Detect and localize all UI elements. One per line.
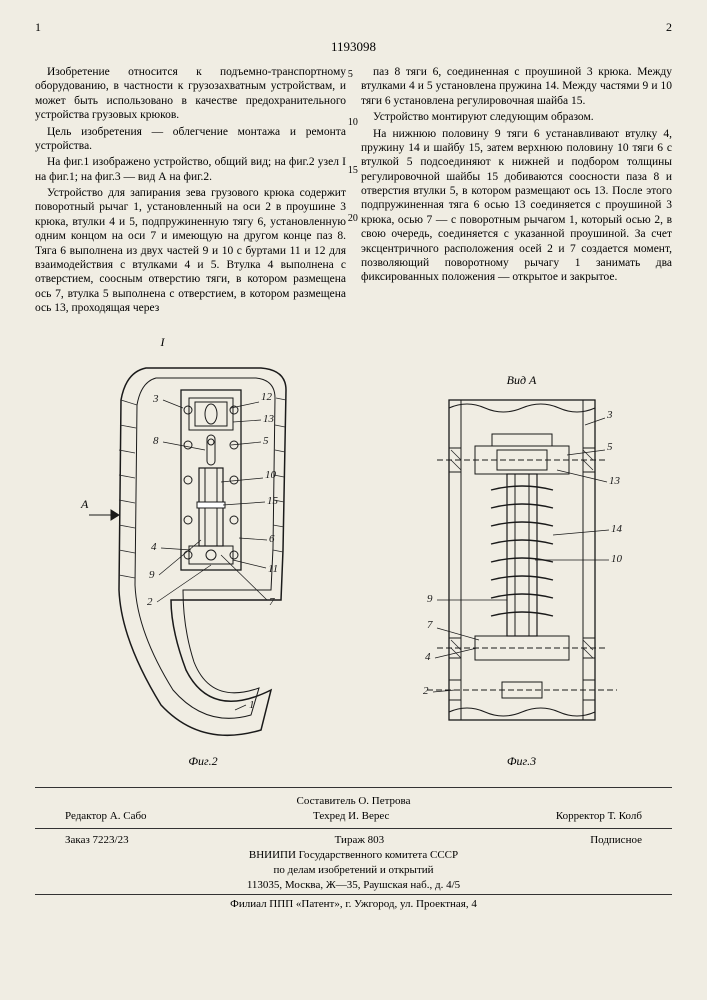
svg-text:5: 5 (607, 441, 613, 453)
footer: Составитель О. Петрова Редактор А. Сабо … (35, 787, 672, 912)
footer-addr2: Филиал ППП «Патент», г. Ужгород, ул. Про… (35, 894, 672, 912)
paragraph: Изобретение относится к подъемно-транспо… (35, 65, 346, 123)
svg-text:5: 5 (263, 435, 269, 447)
paragraph: На фиг.1 изображено устройство, общий ви… (35, 155, 346, 184)
svg-text:2: 2 (147, 596, 153, 608)
document-number: 1193098 (35, 39, 672, 55)
line-number-marks: 5 10 15 20 (348, 70, 358, 224)
footer-tirage: Тираж 803 (335, 833, 385, 848)
svg-text:9: 9 (149, 569, 155, 581)
figure-2: I (71, 335, 336, 769)
figure-2-svg: 3 8 4 9 2 12 13 5 10 15 6 11 7 1 (71, 350, 336, 750)
svg-text:7: 7 (269, 596, 275, 608)
footer-editor: Редактор А. Сабо (65, 809, 147, 824)
page-num-right: 2 (666, 20, 672, 35)
footer-compiler: Составитель О. Петрова (35, 794, 672, 809)
svg-text:9: 9 (427, 593, 433, 605)
svg-text:15: 15 (267, 495, 279, 507)
svg-text:1: 1 (249, 699, 255, 711)
svg-text:13: 13 (263, 413, 275, 425)
footer-techred: Техред И. Верес (313, 809, 389, 824)
svg-text:13: 13 (609, 475, 621, 487)
svg-text:14: 14 (611, 523, 623, 535)
footer-org1: ВНИИПИ Государственного комитета СССР (35, 848, 672, 863)
svg-text:А: А (80, 497, 89, 511)
svg-text:7: 7 (427, 619, 433, 631)
svg-text:3: 3 (152, 393, 159, 405)
svg-text:10: 10 (265, 469, 277, 481)
footer-order: Заказ 7223/23 (65, 833, 129, 848)
svg-text:3: 3 (606, 409, 613, 421)
figure-2-caption: Фиг.2 (71, 754, 336, 769)
line-mark: 10 (348, 118, 358, 128)
paragraph: паз 8 тяги 6, соединенная с проушиной 3 … (361, 65, 672, 108)
svg-text:4: 4 (425, 651, 431, 663)
svg-text:11: 11 (268, 563, 278, 575)
paragraph: Цель изобретения — облегчение монтажа и … (35, 125, 346, 154)
line-mark: 5 (348, 70, 358, 80)
figure-3-svg: 3 5 13 14 10 9 7 4 2 (407, 390, 637, 750)
column-left: Изобретение относится к подъемно-транспо… (35, 65, 346, 317)
paragraph: Устройство монтируют следующим образом. (361, 110, 672, 124)
svg-text:2: 2 (423, 685, 429, 697)
svg-text:8: 8 (153, 435, 159, 447)
svg-text:6: 6 (269, 533, 275, 545)
footer-subscribed: Подписное (590, 833, 642, 848)
figures-row: I (35, 335, 672, 769)
line-mark: 20 (348, 214, 358, 224)
paragraph: Устройство для запирания зева грузового … (35, 186, 346, 315)
line-mark: 15 (348, 166, 358, 176)
footer-org2: по делам изобретений и открытий (35, 863, 672, 878)
page-num-left: 1 (35, 20, 41, 35)
footer-corrector: Корректор Т. Колб (556, 809, 642, 824)
page-number-row: 1 2 (35, 20, 672, 35)
svg-text:4: 4 (151, 541, 157, 553)
svg-text:10: 10 (611, 553, 623, 565)
figure-3: Вид А (407, 373, 637, 769)
figure-3-caption: Фиг.3 (407, 754, 637, 769)
column-right: паз 8 тяги 6, соединенная с проушиной 3 … (361, 65, 672, 317)
footer-addr1: 113035, Москва, Ж—35, Раушская наб., д. … (35, 878, 672, 893)
svg-text:12: 12 (261, 391, 273, 403)
paragraph: На нижнюю половину 9 тяги 6 устанавливаю… (361, 127, 672, 285)
view-a-label: Вид А (407, 373, 637, 388)
